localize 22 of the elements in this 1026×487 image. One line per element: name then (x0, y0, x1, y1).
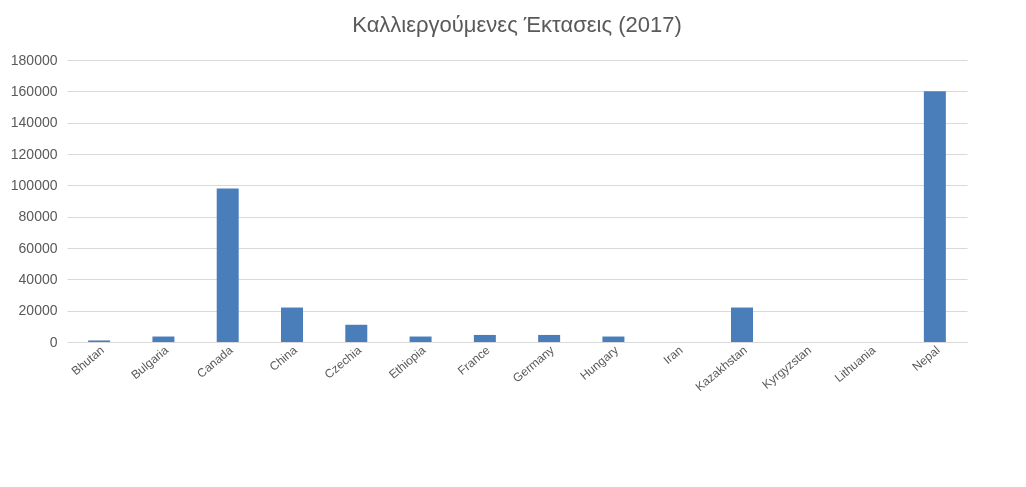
bar (152, 336, 175, 342)
x-tick-label: Iran (660, 342, 686, 367)
bar (409, 336, 432, 342)
bar (538, 334, 561, 342)
bar (602, 336, 625, 342)
chart-title: Καλλιεργούμενες Έκτασεις (2017) (352, 12, 682, 37)
bar (923, 91, 946, 342)
y-tick-label: 20000 (18, 302, 58, 319)
y-tick-label: 140000 (10, 114, 58, 131)
bar (731, 307, 753, 342)
y-tick-label: 180000 (10, 51, 58, 68)
y-tick-label: 40000 (18, 270, 58, 287)
y-tick-label: 160000 (10, 82, 58, 99)
bar (281, 307, 303, 342)
bar (473, 334, 496, 342)
bar (216, 188, 239, 342)
y-tick-label: 100000 (10, 176, 58, 193)
y-tick-label: 60000 (18, 239, 58, 256)
y-tick-label: 0 (49, 333, 58, 350)
y-tick-label: 80000 (18, 208, 58, 225)
bar (345, 324, 368, 342)
y-tick-label: 120000 (10, 145, 58, 162)
